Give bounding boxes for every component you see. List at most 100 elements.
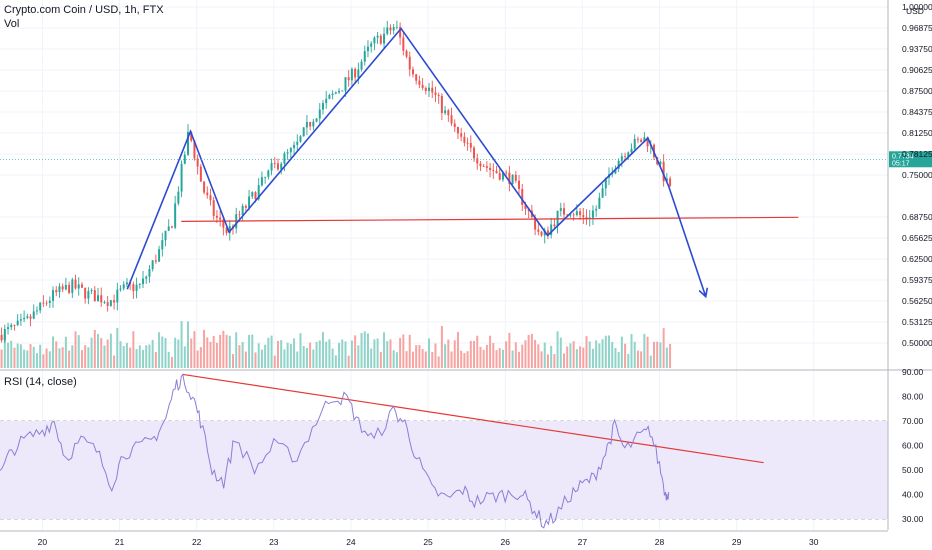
candle-body bbox=[624, 156, 627, 158]
volume-bar bbox=[418, 344, 421, 368]
volume-bar bbox=[100, 338, 103, 368]
volume-bar bbox=[264, 344, 267, 368]
volume-bar bbox=[620, 336, 623, 368]
rsi-tick-label: 80.00 bbox=[902, 391, 924, 401]
candle-body bbox=[219, 217, 222, 220]
volume-bar bbox=[151, 339, 154, 368]
candle-body bbox=[196, 158, 199, 167]
candle-body bbox=[476, 158, 479, 164]
volume-bar bbox=[415, 345, 418, 368]
volume-bar bbox=[653, 341, 655, 368]
candle-body bbox=[35, 310, 38, 312]
candle-body bbox=[572, 214, 575, 216]
candle-body bbox=[463, 136, 466, 143]
volume-bar bbox=[26, 350, 29, 368]
candle-body bbox=[132, 284, 135, 291]
candle-body bbox=[508, 172, 511, 185]
candle-body bbox=[627, 152, 630, 157]
volume-bar bbox=[408, 334, 411, 368]
volume-bar bbox=[196, 350, 199, 368]
candle-body bbox=[260, 177, 263, 186]
volume-bar bbox=[154, 351, 157, 368]
volume-bar bbox=[469, 340, 472, 368]
volume-bar bbox=[524, 340, 527, 368]
rsi-tick-label: 30.00 bbox=[902, 514, 924, 524]
time-tick-label: 24 bbox=[346, 537, 356, 547]
volume-bar bbox=[122, 346, 125, 368]
candle-body bbox=[52, 290, 55, 301]
volume-bar bbox=[624, 343, 627, 368]
candle-body bbox=[148, 269, 151, 277]
volume-bar bbox=[177, 339, 180, 368]
volume-bar bbox=[649, 355, 652, 368]
volume-bar bbox=[190, 338, 193, 368]
volume-bar bbox=[347, 355, 350, 368]
candle-body bbox=[485, 166, 488, 168]
volume-bar bbox=[55, 341, 58, 368]
volume-bar bbox=[87, 347, 90, 368]
candle-body bbox=[296, 141, 299, 145]
volume-bar bbox=[665, 347, 668, 368]
candle-body bbox=[248, 196, 251, 208]
volume-bar bbox=[617, 352, 620, 368]
candle-body bbox=[456, 127, 459, 134]
volume-bar bbox=[588, 341, 591, 368]
rsi-tick-label: 50.00 bbox=[902, 465, 924, 475]
volume-bar bbox=[514, 342, 517, 368]
volume-bar bbox=[646, 336, 649, 368]
candle-body bbox=[563, 208, 566, 215]
candle-body bbox=[495, 171, 498, 174]
time-tick-label: 30 bbox=[809, 537, 819, 547]
volume-bar bbox=[254, 352, 257, 368]
volume-bar bbox=[228, 335, 231, 368]
candle-body bbox=[405, 50, 408, 57]
volume-bar bbox=[530, 333, 533, 368]
candle-body bbox=[341, 90, 344, 92]
chart-title: Crypto.com Coin / USD, 1h, FTX bbox=[4, 4, 164, 16]
candle-body bbox=[174, 203, 177, 228]
volume-bar bbox=[334, 355, 337, 368]
candle-body bbox=[357, 69, 360, 78]
candle-body bbox=[521, 188, 524, 205]
volume-bar bbox=[591, 348, 594, 368]
candle-body bbox=[257, 185, 260, 200]
volume-bar bbox=[180, 321, 183, 368]
candle-body bbox=[543, 230, 546, 236]
volume-bar bbox=[630, 334, 633, 368]
volume-bar bbox=[341, 339, 344, 368]
rsi-line bbox=[0, 373, 670, 529]
volume-bar bbox=[113, 355, 116, 368]
candle-body bbox=[222, 219, 225, 228]
candle-body bbox=[373, 37, 376, 44]
volume-bar bbox=[357, 345, 360, 368]
candle-body bbox=[630, 148, 633, 153]
volume-bar bbox=[585, 336, 588, 368]
volume-bar bbox=[232, 354, 234, 368]
candle-body bbox=[312, 121, 315, 127]
volume-bar bbox=[444, 344, 447, 368]
candle-body bbox=[238, 214, 241, 216]
volume-bar bbox=[135, 349, 138, 368]
volume-bar bbox=[572, 341, 575, 368]
candle-body bbox=[431, 87, 434, 93]
volume-bar bbox=[463, 353, 466, 368]
volume-bar bbox=[431, 351, 434, 368]
rsi-tick-label: 40.00 bbox=[902, 489, 924, 499]
candle-body bbox=[370, 43, 373, 47]
volume-bar bbox=[199, 347, 202, 368]
candle-body bbox=[379, 35, 382, 44]
volume-bar bbox=[421, 349, 424, 368]
volume-bar bbox=[392, 350, 395, 368]
candle-body bbox=[13, 324, 16, 326]
last-price-time: 05:17 bbox=[892, 160, 910, 167]
candle-body bbox=[665, 178, 668, 182]
volume-bar bbox=[7, 342, 10, 368]
candle-body bbox=[145, 276, 148, 279]
volume-bar bbox=[318, 340, 321, 368]
